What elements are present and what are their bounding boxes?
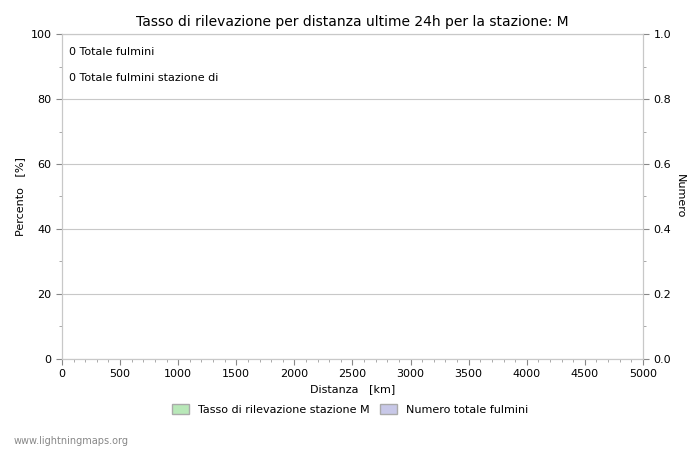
X-axis label: Distanza   [km]: Distanza [km]	[310, 384, 395, 395]
Y-axis label: Numero: Numero	[675, 174, 685, 219]
Legend: Tasso di rilevazione stazione M, Numero totale fulmini: Tasso di rilevazione stazione M, Numero …	[167, 400, 533, 420]
Text: 0 Totale fulmini stazione di: 0 Totale fulmini stazione di	[69, 73, 218, 83]
Title: Tasso di rilevazione per distanza ultime 24h per la stazione: M: Tasso di rilevazione per distanza ultime…	[136, 15, 569, 29]
Text: 0 Totale fulmini: 0 Totale fulmini	[69, 47, 154, 57]
Y-axis label: Percento   [%]: Percento [%]	[15, 157, 25, 236]
Text: www.lightningmaps.org: www.lightningmaps.org	[14, 436, 129, 446]
